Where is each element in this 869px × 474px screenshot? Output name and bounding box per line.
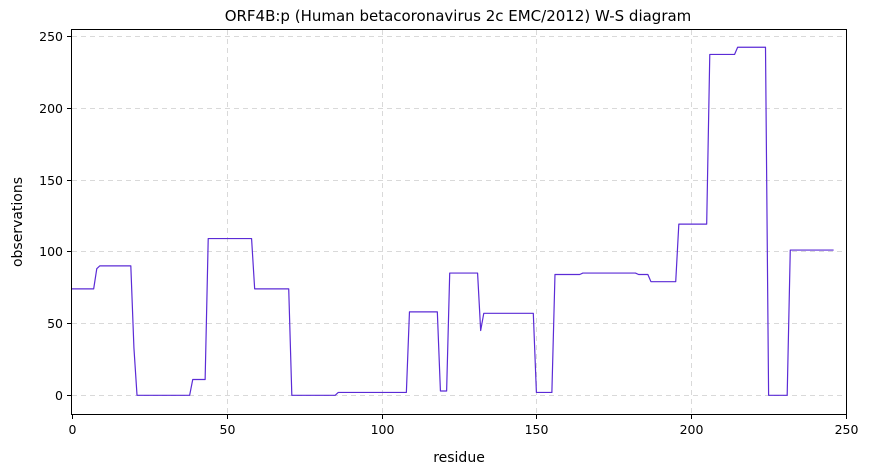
series-line xyxy=(72,46,834,396)
x-tick-label: 250 xyxy=(835,422,859,437)
chart-title: ORF4B:p (Human betacoronavirus 2c EMC/20… xyxy=(225,7,692,25)
gridlines xyxy=(72,30,846,414)
y-tick-label: 0 xyxy=(55,388,63,403)
x-axis-ticks: 0 50 100 150 200 250 xyxy=(69,414,859,437)
series-layer xyxy=(72,46,834,396)
y-tick-label: 100 xyxy=(39,244,63,259)
plot-frame xyxy=(71,29,847,415)
y-axis-label: observations xyxy=(10,177,26,267)
x-tick-label: 150 xyxy=(525,422,549,437)
y-axis-ticks: 0 50 100 150 200 250 xyxy=(39,29,72,403)
y-tick-label: 250 xyxy=(39,29,63,44)
y-tick-label: 200 xyxy=(39,101,63,116)
y-tick-label: 50 xyxy=(47,316,63,331)
x-tick-label: 200 xyxy=(680,422,704,437)
x-tick-label: 0 xyxy=(69,422,77,437)
x-axis-label: residue xyxy=(433,450,485,466)
y-tick-label: 150 xyxy=(39,173,63,188)
x-tick-label: 100 xyxy=(371,422,395,437)
x-tick-label: 50 xyxy=(220,422,236,437)
